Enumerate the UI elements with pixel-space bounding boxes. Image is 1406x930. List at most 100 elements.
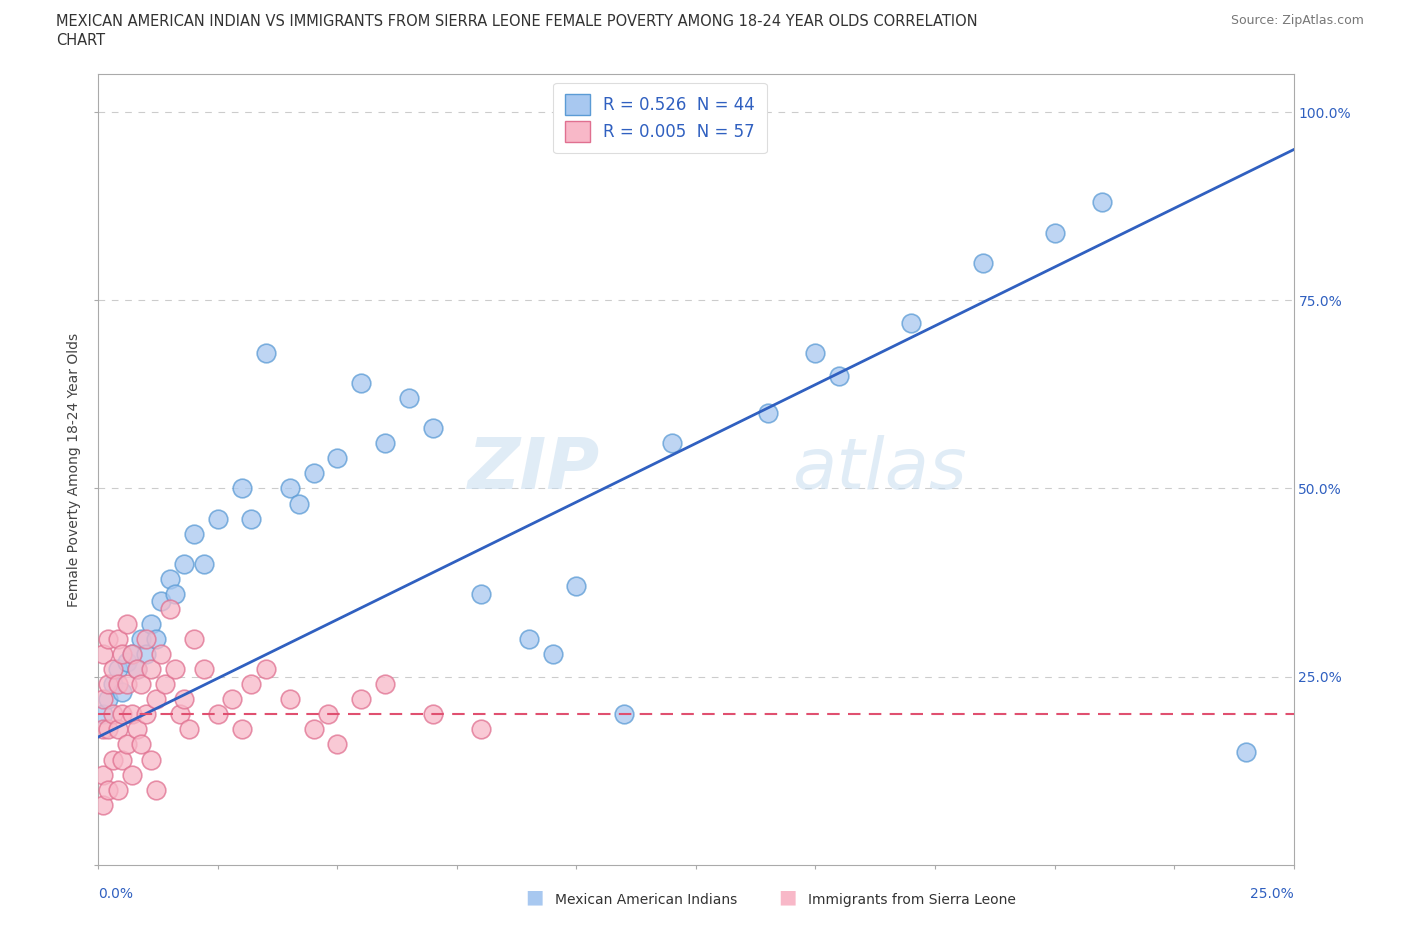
Point [193, 556, 215, 571]
Point [254, 662, 277, 677]
Point [97, 631, 120, 646]
Point [422, 420, 444, 435]
Point [97, 722, 120, 737]
Point [107, 662, 129, 677]
Point [111, 684, 134, 699]
Point [240, 512, 263, 526]
Point [972, 255, 994, 270]
Point [302, 722, 325, 737]
Point [1043, 225, 1066, 240]
Point [288, 496, 311, 511]
Point [91, 646, 114, 661]
Point [326, 737, 349, 751]
Point [179, 722, 201, 737]
Point [107, 631, 129, 646]
Point [145, 782, 167, 797]
Point [101, 707, 124, 722]
Point [91, 692, 114, 707]
Point [422, 707, 444, 722]
Text: MEXICAN AMERICAN INDIAN VS IMMIGRANTS FROM SIERRA LEONE FEMALE POVERTY AMONG 18-: MEXICAN AMERICAN INDIAN VS IMMIGRANTS FR… [56, 14, 977, 29]
Point [231, 722, 253, 737]
Text: ZIP: ZIP [468, 435, 600, 504]
Point [135, 646, 157, 661]
Point [207, 512, 229, 526]
Point [121, 767, 143, 782]
Point [115, 677, 138, 692]
Point [661, 436, 683, 451]
Point [207, 707, 229, 722]
Point [159, 571, 181, 586]
Point [278, 481, 301, 496]
Point [183, 526, 205, 541]
Point [756, 405, 779, 420]
Point [350, 376, 373, 391]
Point [91, 707, 114, 722]
Text: 25.0%: 25.0% [1250, 887, 1294, 901]
Point [121, 646, 143, 661]
Point [155, 677, 177, 692]
Point [163, 587, 186, 602]
Point [193, 662, 215, 677]
Point [254, 346, 277, 361]
Point [350, 692, 373, 707]
Point [91, 797, 114, 812]
Point [517, 631, 540, 646]
Point [145, 692, 167, 707]
Point [278, 692, 301, 707]
Point [125, 662, 148, 677]
Text: 0.0%: 0.0% [98, 887, 134, 901]
Point [97, 692, 120, 707]
Point [91, 767, 114, 782]
Point [107, 677, 129, 692]
Point [565, 578, 588, 593]
Point [173, 692, 195, 707]
Point [115, 737, 138, 751]
Point [163, 662, 186, 677]
Point [125, 662, 148, 677]
Point [169, 707, 191, 722]
Text: atlas: atlas [792, 435, 966, 504]
Point [221, 692, 243, 707]
Point [326, 451, 349, 466]
Point [107, 782, 129, 797]
Text: ■: ■ [524, 888, 544, 907]
Text: Source: ZipAtlas.com: Source: ZipAtlas.com [1230, 14, 1364, 27]
Point [139, 617, 162, 631]
Point [131, 631, 153, 646]
Point [1091, 195, 1114, 210]
Point [240, 677, 263, 692]
Point [828, 368, 851, 383]
Text: ■: ■ [778, 888, 797, 907]
Point [149, 594, 172, 609]
Point [115, 654, 138, 669]
Text: CHART: CHART [56, 33, 105, 47]
Point [121, 707, 143, 722]
Point [101, 662, 124, 677]
Point [149, 646, 172, 661]
Point [613, 707, 636, 722]
Point [121, 646, 143, 661]
Point [135, 707, 157, 722]
Point [374, 436, 396, 451]
Legend: R = 0.526  N = 44, R = 0.005  N = 57: R = 0.526 N = 44, R = 0.005 N = 57 [554, 83, 766, 153]
Point [302, 466, 325, 481]
Point [111, 646, 134, 661]
Point [131, 677, 153, 692]
Point [131, 737, 153, 751]
Point [115, 617, 138, 631]
Point [111, 707, 134, 722]
Point [173, 556, 195, 571]
Point [159, 602, 181, 617]
Y-axis label: Female Poverty Among 18-24 Year Olds: Female Poverty Among 18-24 Year Olds [67, 333, 82, 606]
Point [1234, 745, 1257, 760]
Point [107, 722, 129, 737]
Text: Immigrants from Sierra Leone: Immigrants from Sierra Leone [808, 893, 1017, 907]
Point [231, 481, 253, 496]
Point [470, 587, 492, 602]
Point [139, 662, 162, 677]
Point [91, 722, 114, 737]
Point [97, 782, 120, 797]
Point [101, 677, 124, 692]
Point [125, 722, 148, 737]
Text: Mexican American Indians: Mexican American Indians [555, 893, 738, 907]
